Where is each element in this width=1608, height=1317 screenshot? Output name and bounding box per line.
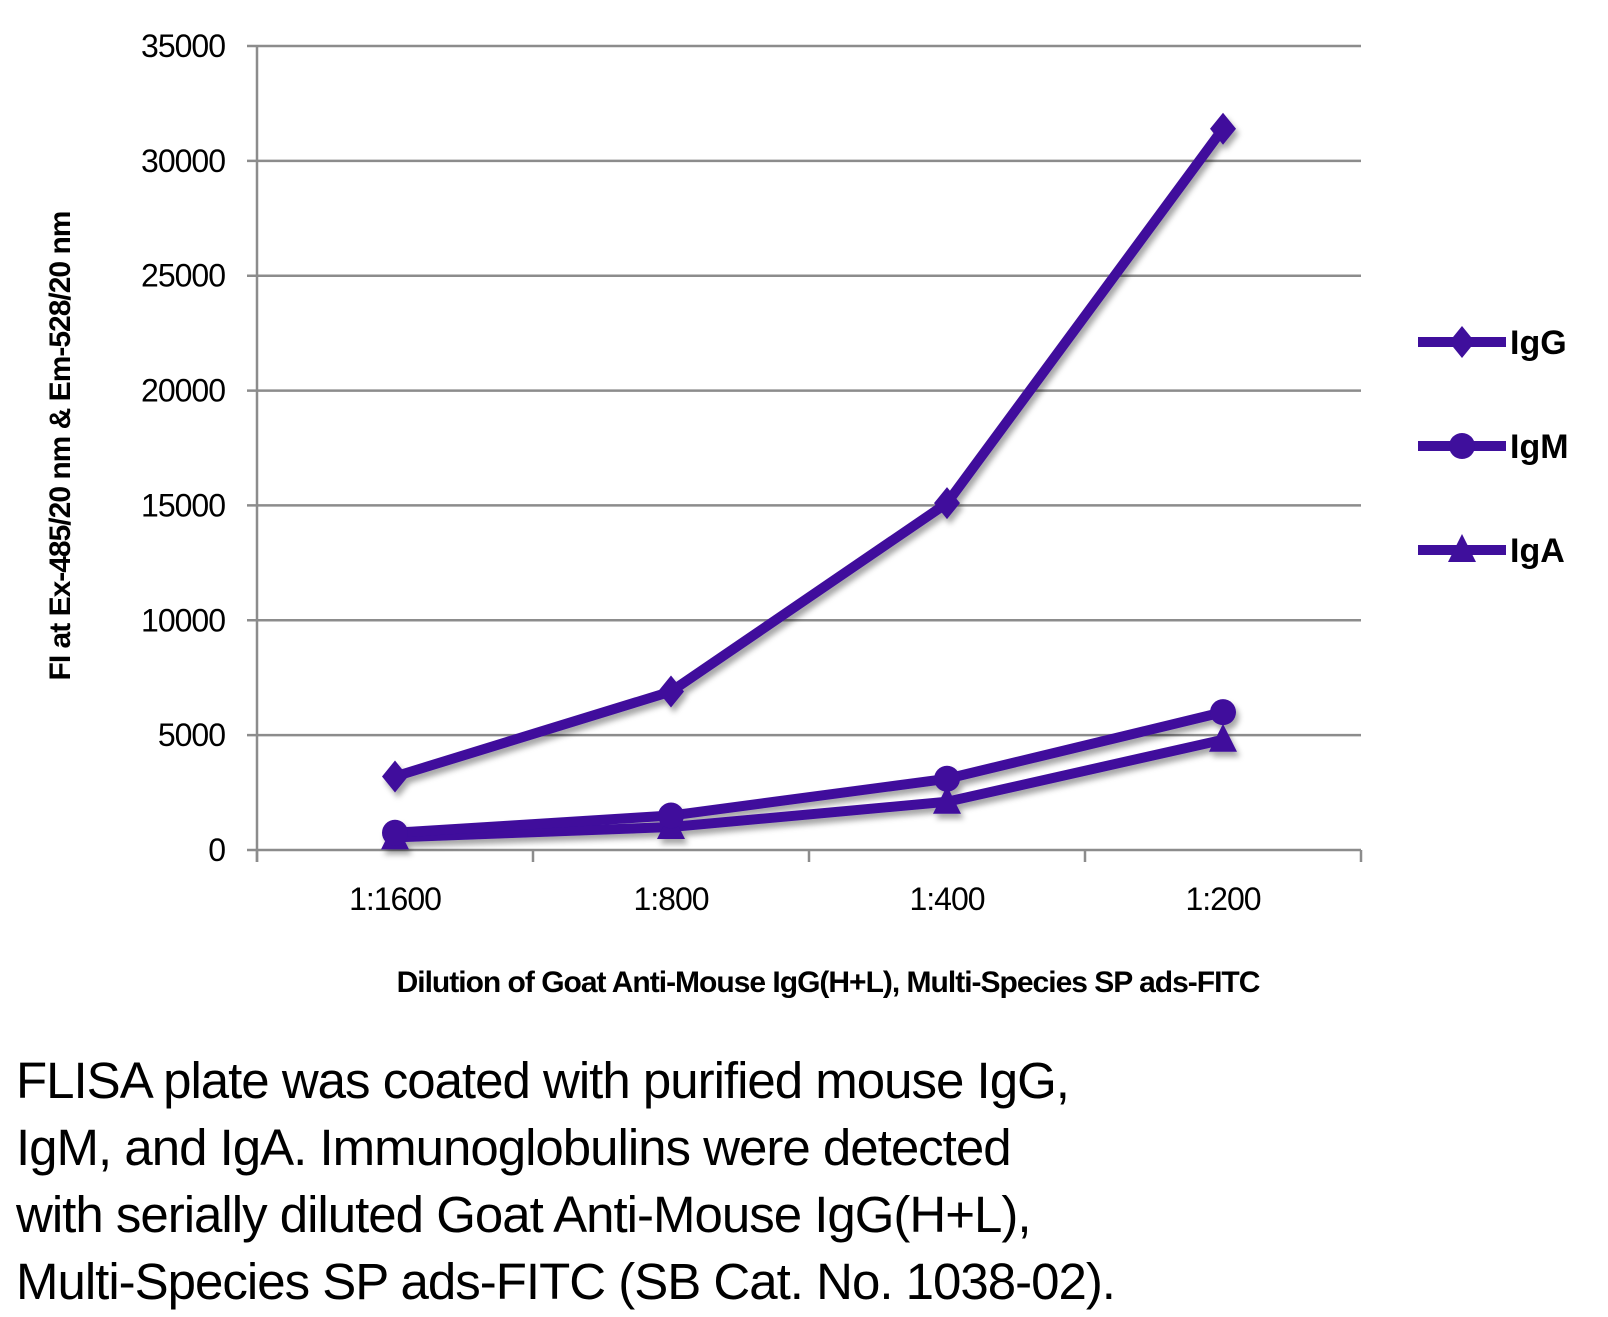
axes: [247, 46, 1363, 862]
y-tick-label: 30000: [141, 143, 225, 179]
series-IgM: [382, 699, 1236, 846]
legend-marker-diamond: [1449, 326, 1475, 358]
data-point-circle: [658, 802, 684, 829]
caption-line: with serially diluted Goat Anti-Mouse Ig…: [15, 1186, 1031, 1243]
legend-marker-circle: [1449, 433, 1475, 459]
legend-label: IgA: [1510, 532, 1565, 570]
caption-line: FLISA plate was coated with purified mou…: [16, 1052, 1069, 1109]
data-point-triangle: [1209, 723, 1237, 752]
x-tick-label: 1:800: [633, 881, 708, 917]
caption-line: Multi-Species SP ads-FITC (SB Cat. No. 1…: [16, 1253, 1115, 1310]
legend-item-IgA: IgA: [1418, 532, 1565, 570]
data-point-triangle: [933, 785, 961, 814]
legend-item-IgG: IgG: [1418, 324, 1567, 362]
caption-line: IgM, and IgA. Immunoglobulins were detec…: [16, 1119, 1011, 1176]
x-tick-label: 1:400: [909, 881, 984, 917]
data-point-diamond: [382, 760, 408, 793]
x-axis-title: Dilution of Goat Anti-Mouse IgG(H+L), Mu…: [397, 966, 1260, 999]
x-tick-label: 1:200: [1185, 881, 1260, 917]
y-tick-label: 35000: [141, 28, 225, 64]
y-tick-label: 20000: [141, 373, 225, 409]
y-tick-label: 0: [208, 832, 225, 868]
y-axis-title: FI at Ex-485/20 nm & Em-528/20 nm: [44, 212, 77, 681]
x-tick-label: 1:1600: [349, 881, 441, 917]
legend: IgG IgM IgA: [1418, 324, 1569, 570]
data-point-circle: [382, 819, 408, 846]
data-point-circle: [934, 765, 960, 792]
caption: FLISA plate was coated with purified mou…: [15, 1052, 1116, 1310]
series-line: [394, 707, 1225, 838]
gridlines: [247, 44, 1361, 737]
series-IgG: [382, 112, 1236, 793]
legend-item-IgM: IgM: [1418, 428, 1569, 466]
y-tick-labels: 0 5000 10000 15000 20000 25000 30000 35000: [141, 28, 226, 868]
series-line: [393, 125, 1228, 782]
y-tick-label: 25000: [141, 258, 225, 294]
x-tick-labels: 1:1600 1:800 1:400 1:200: [349, 881, 1262, 917]
y-tick-label: 5000: [158, 717, 225, 753]
data-point-diamond: [1210, 112, 1236, 145]
legend-label: IgG: [1510, 324, 1567, 362]
series-line: [394, 734, 1225, 843]
y-tick-label: 15000: [141, 487, 225, 523]
data-point-circle: [1210, 699, 1236, 726]
legend-marker-triangle: [1448, 534, 1476, 562]
data-point-diamond: [934, 487, 960, 520]
series-group: [381, 112, 1237, 850]
y-tick-label: 10000: [141, 602, 225, 638]
data-point-diamond: [658, 675, 684, 708]
legend-label: IgM: [1510, 428, 1569, 466]
